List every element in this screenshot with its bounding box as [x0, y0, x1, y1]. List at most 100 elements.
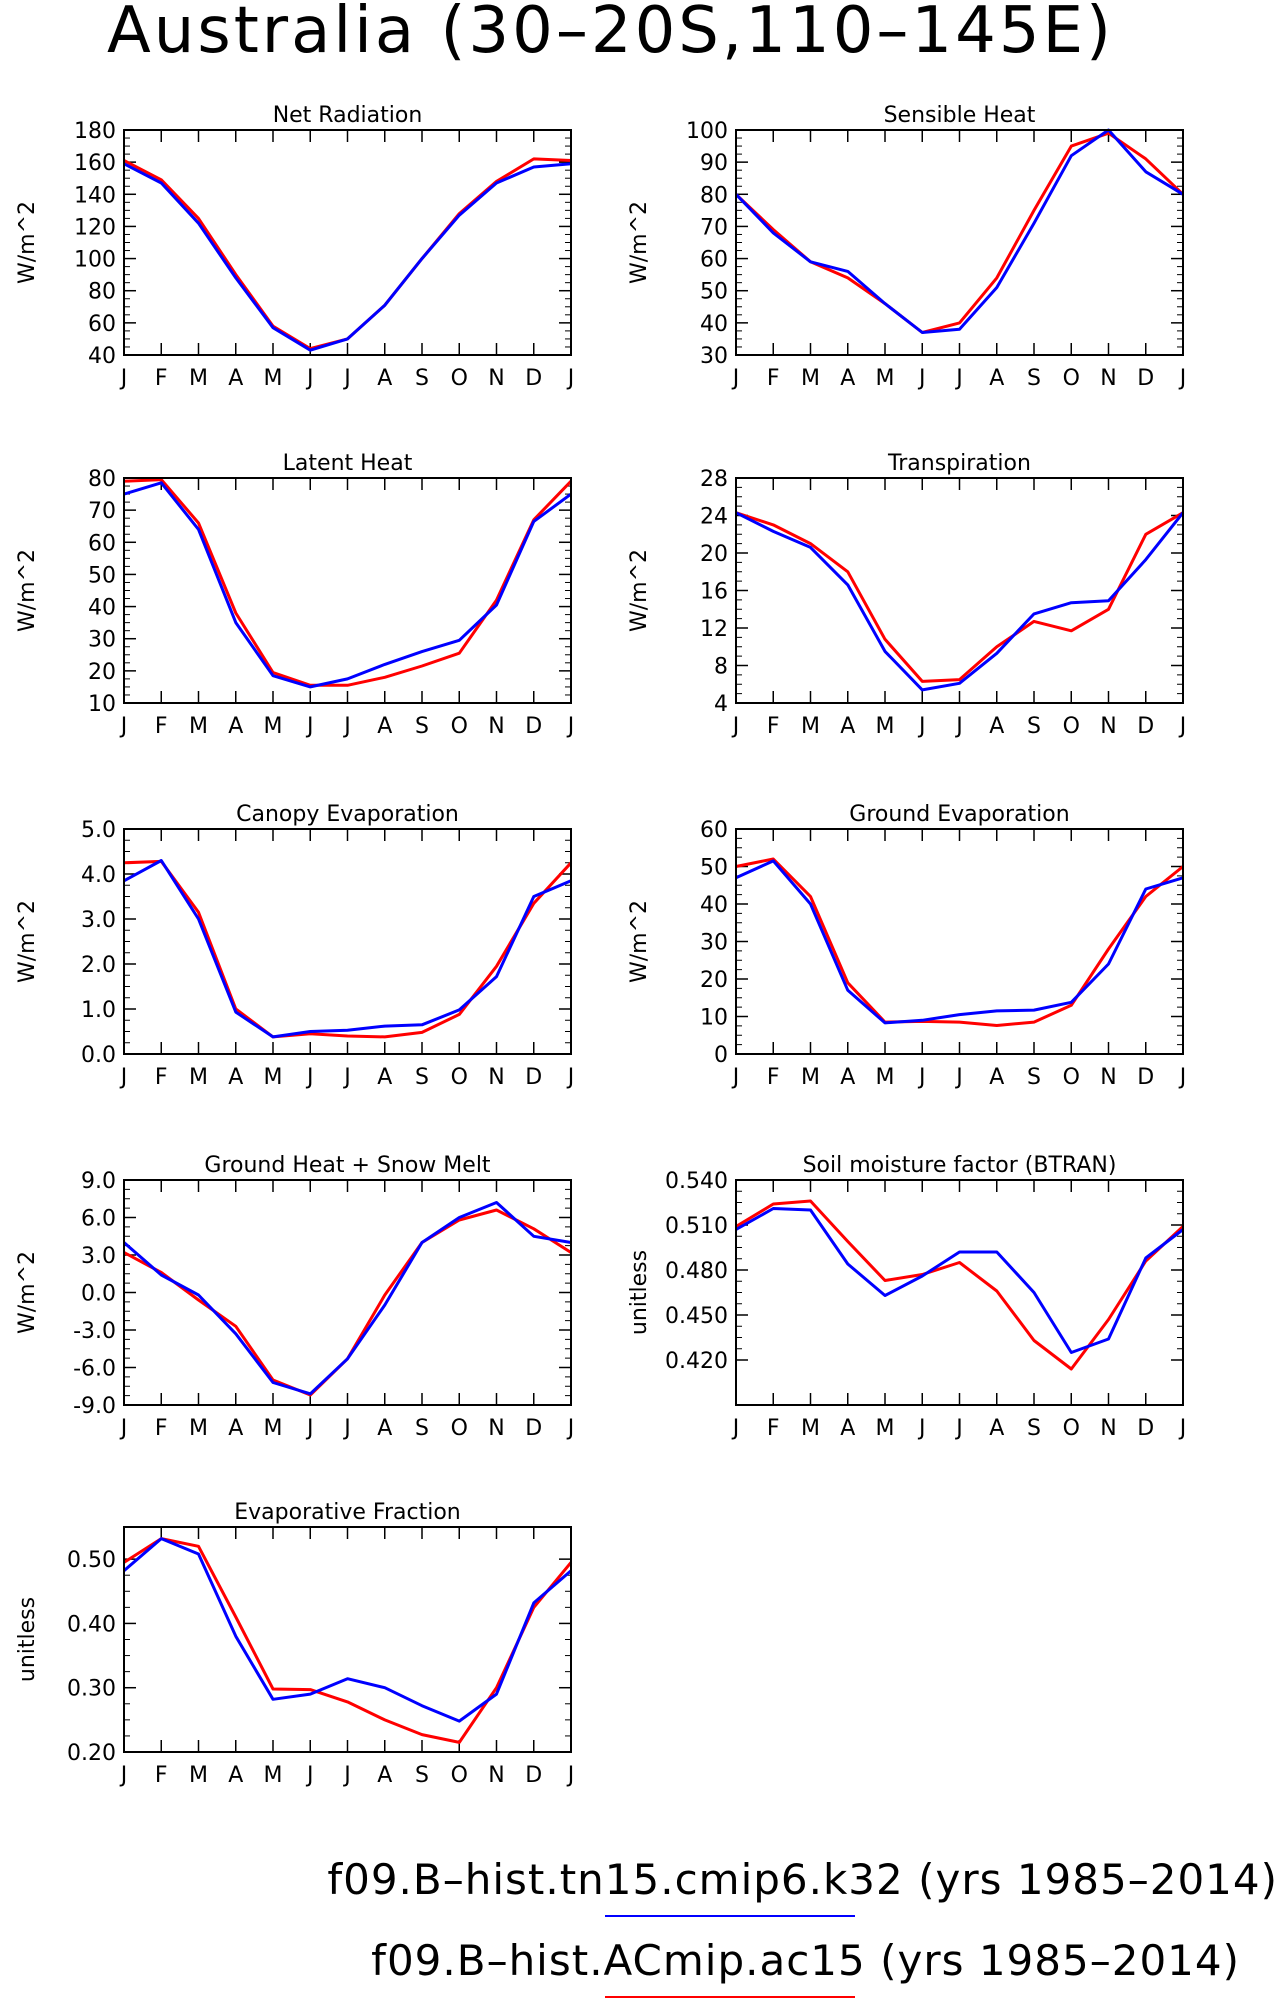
panel-2-ytick-label: 60 [700, 248, 728, 273]
panel-5-xtick-label: D [525, 1065, 542, 1090]
panel-3-xtick-label: O [451, 714, 468, 739]
panel-4-xtick-label: A [840, 714, 855, 739]
panel-3-ylabel: W/m^2 [15, 549, 40, 632]
panel-7-xtick-label: M [189, 1416, 208, 1441]
panel-8-ytick-label: 0.510 [665, 1214, 728, 1239]
panel-5-ytick-label: 5.0 [81, 818, 116, 843]
panel-5-ytick-label: 4.0 [81, 863, 116, 888]
panel-4-ytick-label: 20 [700, 542, 728, 567]
panel-1-ylabel: W/m^2 [15, 201, 40, 284]
panel-3-xtick-label: F [155, 714, 168, 739]
panel-3-xtick-label: M [189, 714, 208, 739]
panel-1-ytick-label: 180 [74, 119, 116, 144]
panel-2-xtick-label: O [1063, 366, 1080, 391]
panel-6-xtick-label: O [1063, 1065, 1080, 1090]
panel-8-frame [735, 1179, 1184, 1406]
panel-3-xtick-label: D [525, 714, 542, 739]
panel-4-ytick-label: 4 [714, 692, 728, 717]
panel-4-series-2-line [735, 511, 1185, 692]
panel-4-xtick-label: S [1027, 714, 1041, 739]
panel-2-series-2-line [734, 128, 1184, 334]
panel-3-frame [123, 477, 572, 704]
panel-6-ytick-label: 10 [700, 1006, 728, 1031]
panel-5-ytick-label: 3.0 [81, 908, 116, 933]
panel-4-xtick-label: F [767, 714, 780, 739]
panel-8-xtick-label: A [840, 1416, 855, 1441]
panel-1-xtick-label: A [228, 366, 243, 391]
panel-7-xtick-label: A [377, 1416, 392, 1441]
panel-6-title: Ground Evaporation [849, 802, 1069, 827]
panel-3-xtick-label: M [264, 714, 283, 739]
panel-6-ytick-label: 20 [700, 968, 728, 993]
panel-9-xtick-label: F [155, 1763, 168, 1788]
panel-9-xtick-label: M [264, 1763, 283, 1788]
panel-6-frame [735, 828, 1184, 1055]
panel-2-xtick-label: M [876, 366, 895, 391]
panel-8-xtick-label: M [876, 1416, 895, 1441]
panel-9-frame [123, 1526, 572, 1753]
panel-4-ylabel: W/m^2 [627, 549, 652, 632]
panel-8-ytick-label: 0.540 [665, 1169, 728, 1194]
panel-7-xtick-label: J [119, 1416, 128, 1441]
panel-7-ytick-label: -9.0 [73, 1394, 116, 1419]
panel-1-xtick-label: S [415, 366, 429, 391]
panel-4-title: Transpiration [887, 451, 1031, 476]
panel-2-xtick-label: N [1100, 366, 1116, 391]
panel-2-xtick-label: F [767, 366, 780, 391]
panel-7-series-2-line [123, 1201, 572, 1396]
panel-4-xtick-label: J [954, 714, 963, 739]
panel-8-series-2-line [735, 1207, 1184, 1354]
panel-2-ytick-label: 80 [700, 183, 728, 208]
panel-5-title: Canopy Evaporation [236, 802, 459, 827]
panel-8-xtick-label: A [989, 1416, 1004, 1441]
panel-4-ytick-label: 8 [714, 655, 728, 680]
panel-9-ytick-label: 0.40 [67, 1612, 116, 1637]
panel-3-xtick-label: J [119, 714, 128, 739]
panel-7-frame [123, 1179, 572, 1406]
panel-2-ytick-label: 90 [700, 151, 728, 176]
panel-5-ytick-label: 0.0 [81, 1043, 116, 1068]
panel-8-xtick-label: F [767, 1416, 780, 1441]
panel-3-ytick-label: 30 [88, 628, 116, 653]
panel-1-ytick-label: 80 [88, 280, 116, 305]
panel-6-xtick-label: A [989, 1065, 1004, 1090]
panel-3-ytick-label: 20 [88, 660, 116, 685]
panel-9-xtick-label: J [305, 1763, 314, 1788]
panel-2-xtick-label: M [801, 366, 820, 391]
legend: f09.B–hist.tn15.cmip6.k32 (yrs 1985–2014… [327, 1855, 1277, 1998]
panel-3-xtick-label: N [488, 714, 504, 739]
panel-6-xtick-label: D [1137, 1065, 1154, 1090]
panel-9-xtick-label: D [525, 1763, 542, 1788]
panel-4-xtick-label: M [876, 714, 895, 739]
panel-3-ytick-label: 80 [88, 467, 116, 492]
panel-7-xtick-label: M [264, 1416, 283, 1441]
panel-3-series-2-line [123, 481, 572, 689]
panel-3-xtick-label: J [566, 714, 575, 739]
panel-6-ytick-label: 0 [714, 1043, 728, 1068]
panel-5-xtick-label: J [119, 1065, 128, 1090]
panel-5-xtick-label: J [305, 1065, 314, 1090]
panel-8-xtick-label: N [1100, 1416, 1116, 1441]
panel-6-xtick-label: J [954, 1065, 963, 1090]
panel-8-xtick-label: M [801, 1416, 820, 1441]
panel-2-xtick-label: J [1178, 366, 1187, 391]
panel-9-xtick-label: M [189, 1763, 208, 1788]
panel-5-xtick-label: A [228, 1065, 243, 1090]
panel-7-xtick-label: D [525, 1416, 542, 1441]
panel-1-xtick-label: F [155, 366, 168, 391]
panel-1-xtick-label: M [264, 366, 283, 391]
panel-8-xtick-label: J [731, 1416, 740, 1441]
panel-7-xtick-label: J [566, 1416, 575, 1441]
panel-2-xtick-label: S [1027, 366, 1041, 391]
panel-1-series-2-line [123, 162, 572, 352]
panel-7-ytick-label: 6.0 [81, 1207, 116, 1232]
panel-1-xtick-label: J [566, 366, 575, 391]
panel-9-xtick-label: J [119, 1763, 128, 1788]
panel-9-xtick-label: A [228, 1763, 243, 1788]
panel-1-xtick-label: J [305, 366, 314, 391]
